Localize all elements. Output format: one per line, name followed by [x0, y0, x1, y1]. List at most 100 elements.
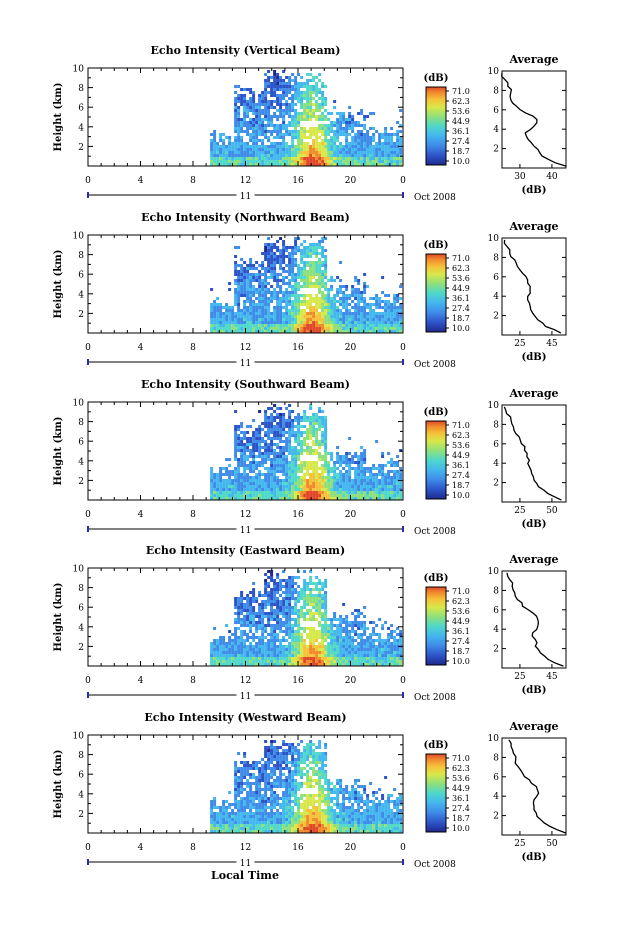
heatmap-cell [378, 133, 382, 136]
heatmap-cell [243, 285, 247, 288]
heatmap-cell [279, 157, 283, 160]
heatmap-cell [306, 270, 310, 273]
heatmap-cell [324, 591, 328, 594]
heatmap-cell [276, 458, 280, 461]
heatmap-cell [261, 315, 265, 318]
heatmap-cell [273, 297, 277, 300]
heatmap-cell [312, 154, 316, 157]
heatmap-cell [285, 76, 289, 79]
heatmap-cell [273, 151, 277, 154]
heatmap-cell [279, 624, 283, 627]
heatmap-cell [264, 321, 268, 324]
heatmap-cell [366, 318, 370, 321]
heatmap-cell [321, 639, 325, 642]
heatmap-cell [399, 488, 403, 491]
heatmap-cell [282, 431, 286, 434]
heatmap-cell [279, 663, 283, 666]
heatmap-cell [324, 136, 328, 139]
heatmap-cell [333, 312, 337, 315]
heatmap-cell [219, 327, 223, 330]
heatmap-cell [246, 464, 250, 467]
heatmap-cell [309, 449, 313, 452]
heatmap-cell [246, 597, 250, 600]
heatmap-cell [363, 482, 367, 485]
heatmap-cell [240, 636, 244, 639]
heatmap-cell [216, 145, 220, 148]
heatmap-cell [330, 618, 334, 621]
heatmap-cell [213, 306, 217, 309]
heatmap-cell [315, 639, 319, 642]
heatmap-cell [279, 464, 283, 467]
avg-y-tick-label: 4 [493, 459, 499, 469]
heatmap-cell [246, 279, 250, 282]
heatmap-cell [264, 91, 268, 94]
heatmap-cell [210, 312, 214, 315]
heatmap-cell [339, 633, 343, 636]
heatmap-cell [219, 470, 223, 473]
heatmap-cell [234, 136, 238, 139]
heatmap-cell [279, 321, 283, 324]
heatmap-cell [276, 464, 280, 467]
heatmap-cell [390, 488, 394, 491]
heatmap-cell [249, 124, 253, 127]
heatmap-cell [303, 127, 307, 130]
heatmap-cell [252, 100, 256, 103]
heatmap-cell [267, 419, 271, 422]
heatmap-cell [267, 100, 271, 103]
heatmap-cell [339, 291, 343, 294]
heatmap-cell [279, 639, 283, 642]
heatmap-cell [333, 130, 337, 133]
heatmap-cell [270, 255, 274, 258]
heatmap-cell [312, 76, 316, 79]
heatmap-cell [297, 318, 301, 321]
heatmap-cell [252, 315, 256, 318]
heatmap-cell [309, 570, 313, 573]
heatmap-cell [309, 476, 313, 479]
heatmap-cell [321, 594, 325, 597]
heatmap-cell [318, 663, 322, 666]
heatmap-cell [384, 485, 388, 488]
heatmap-cell [372, 315, 376, 318]
heatmap-cell [297, 136, 301, 139]
heatmap-cell [237, 279, 241, 282]
heatmap-cell [294, 633, 298, 636]
heatmap-cell [309, 270, 313, 273]
heatmap-cell [279, 130, 283, 133]
heatmap-cell [240, 145, 244, 148]
heatmap-cell [291, 163, 295, 166]
heatmap-cell [306, 660, 310, 663]
heatmap-cell [375, 639, 379, 642]
heatmap-cell [312, 633, 316, 636]
heatmap-cell [315, 597, 319, 600]
heatmap-cell [291, 318, 295, 321]
heatmap-cell [276, 612, 280, 615]
heatmap-cell [393, 324, 397, 327]
heatmap-cell [333, 660, 337, 663]
heatmap-cell [249, 88, 253, 91]
heatmap-cell [345, 330, 349, 333]
heatmap-cell [321, 157, 325, 160]
heatmap-cell [270, 485, 274, 488]
heatmap-cell [321, 410, 325, 413]
heatmap-cell [279, 455, 283, 458]
heatmap-cell [315, 648, 319, 651]
heatmap-cell [264, 416, 268, 419]
heatmap-cell [309, 431, 313, 434]
heatmap-cell [336, 485, 340, 488]
heatmap-cell [324, 97, 328, 100]
beam-panel-0: Echo Intensity (Vertical Beam)246810Heig… [53, 44, 567, 203]
heatmap-cell [360, 124, 364, 127]
heatmap-cell [396, 163, 400, 166]
heatmap-cell [258, 297, 262, 300]
heatmap-cell [300, 494, 304, 497]
heatmap-cell [264, 163, 268, 166]
avg-y-tick-label: 6 [493, 440, 499, 450]
heatmap-cell [315, 618, 319, 621]
heatmap-cell [249, 443, 253, 446]
heatmap-cell [318, 288, 322, 291]
heatmap-cell [294, 497, 298, 500]
heatmap-cell [354, 455, 358, 458]
heatmap-cell [369, 306, 373, 309]
heatmap-cell [267, 76, 271, 79]
